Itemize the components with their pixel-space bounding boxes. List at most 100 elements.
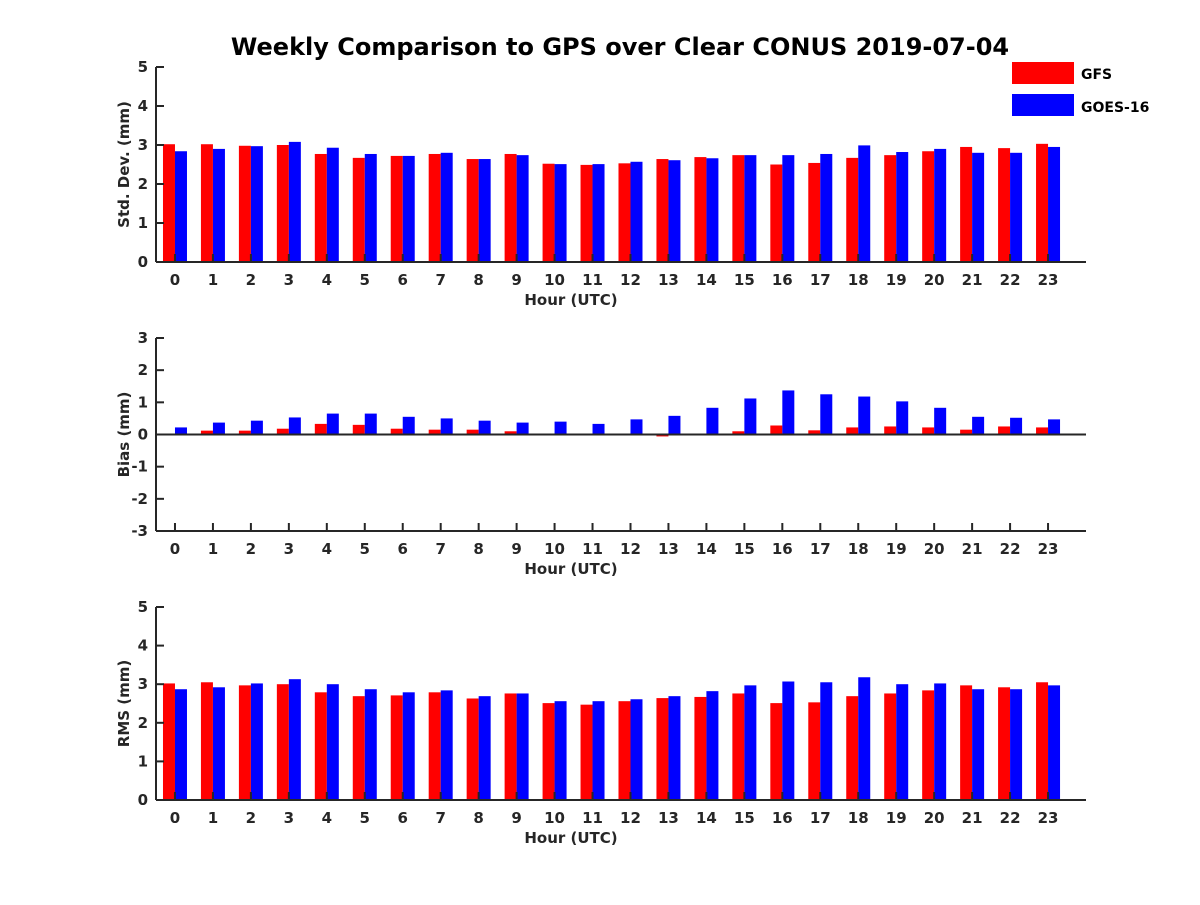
bar-goes-16-hour-20: [934, 407, 947, 435]
bar-goes-16-hour-21: [972, 152, 985, 262]
x-tick-label: 18: [848, 271, 869, 289]
x-tick-label: 20: [924, 540, 945, 558]
bar-goes-16-hour-11: [592, 164, 605, 262]
bar-gfs-hour-7: [428, 153, 441, 262]
y-tick-label: 2: [138, 714, 148, 732]
bar-goes-16-hour-11: [592, 423, 605, 435]
bar-goes-16-hour-1: [212, 148, 225, 262]
y-tick-label: 0: [138, 253, 148, 271]
x-axis-label: Hour (UTC): [524, 291, 617, 309]
bar-gfs-hour-3: [276, 428, 289, 435]
bar-goes-16-hour-5: [364, 153, 377, 262]
bar-goes-16-hour-13: [668, 160, 681, 262]
x-tick-label: 6: [398, 809, 408, 827]
bar-goes-16-hour-17: [820, 153, 833, 262]
bar-gfs-hour-8: [466, 698, 479, 800]
bar-goes-16-hour-2: [250, 146, 263, 262]
bar-gfs-hour-18: [846, 427, 859, 435]
y-tick-label: 2: [138, 175, 148, 193]
bar-gfs-hour-0: [162, 683, 175, 800]
bar-gfs-hour-1: [200, 144, 213, 262]
bar-gfs-hour-13: [656, 698, 669, 800]
bar-goes-16-hour-20: [934, 148, 947, 262]
x-tick-label: 10: [544, 271, 565, 289]
bar-goes-16-hour-1: [212, 687, 225, 800]
bar-goes-16-hour-18: [858, 145, 871, 262]
bar-gfs-hour-15: [732, 431, 745, 435]
x-tick-label: 9: [511, 271, 521, 289]
x-tick-label: 4: [322, 540, 332, 558]
bar-gfs-hour-4: [314, 423, 327, 435]
x-tick-label: 9: [511, 540, 521, 558]
bar-goes-16-hour-5: [364, 689, 377, 800]
bar-goes-16-hour-18: [858, 396, 871, 435]
bar-goes-16-hour-5: [364, 413, 377, 435]
x-tick-label: 3: [284, 271, 294, 289]
y-tick-label: 1: [138, 214, 148, 232]
x-tick-label: 5: [360, 540, 370, 558]
bar-goes-16-hour-4: [326, 147, 339, 262]
bar-gfs-hour-23: [1036, 682, 1049, 800]
bar-goes-16-hour-10: [554, 701, 567, 800]
bar-goes-16-hour-9: [516, 693, 529, 800]
x-tick-label: 9: [511, 809, 521, 827]
x-tick-label: 3: [284, 809, 294, 827]
x-tick-label: 17: [810, 809, 831, 827]
x-tick-label: 16: [772, 809, 793, 827]
x-tick-label: 15: [734, 271, 755, 289]
x-tick-label: 4: [322, 271, 332, 289]
x-tick-label: 11: [582, 809, 603, 827]
bar-gfs-hour-22: [998, 426, 1011, 435]
x-tick-label: 20: [924, 809, 945, 827]
x-tick-label: 14: [696, 809, 717, 827]
x-axis-label: Hour (UTC): [524, 560, 617, 578]
y-tick-label: 4: [138, 637, 148, 655]
bar-goes-16-hour-0: [174, 151, 187, 262]
x-tick-label: 6: [398, 540, 408, 558]
bar-gfs-hour-18: [846, 157, 859, 262]
x-tick-label: 23: [1038, 809, 1059, 827]
bar-gfs-hour-19: [884, 426, 897, 435]
bar-goes-16-hour-6: [402, 692, 415, 800]
x-tick-label: 13: [658, 540, 679, 558]
x-tick-label: 13: [658, 271, 679, 289]
bar-gfs-hour-12: [618, 163, 631, 262]
bar-gfs-hour-18: [846, 696, 859, 800]
bar-goes-16-hour-21: [972, 689, 985, 800]
bar-gfs-hour-8: [466, 159, 479, 262]
bar-goes-16-hour-3: [288, 141, 301, 262]
bar-goes-16-hour-7: [440, 418, 453, 435]
bar-gfs-hour-5: [352, 424, 365, 435]
x-tick-label: 8: [473, 809, 483, 827]
bar-goes-16-hour-22: [1010, 152, 1023, 262]
legend-swatch-goes-16: [1012, 94, 1074, 116]
bar-gfs-hour-7: [428, 429, 441, 435]
bar-gfs-hour-13: [656, 159, 669, 262]
bar-gfs-hour-17: [808, 430, 821, 435]
bar-goes-16-hour-8: [478, 696, 491, 800]
bar-gfs-hour-6: [390, 428, 403, 435]
bar-gfs-hour-14: [694, 157, 707, 262]
bar-goes-16-hour-3: [288, 417, 301, 435]
y-tick-label: -1: [131, 458, 148, 476]
bar-goes-16-hour-18: [858, 677, 871, 800]
y-tick-label: 5: [138, 58, 148, 76]
x-tick-label: 13: [658, 809, 679, 827]
bar-gfs-hour-5: [352, 157, 365, 262]
bar-gfs-hour-21: [960, 146, 973, 262]
x-tick-label: 0: [170, 271, 180, 289]
x-tick-label: 2: [246, 540, 256, 558]
bar-goes-16-hour-2: [250, 683, 263, 800]
bar-goes-16-hour-13: [668, 415, 681, 435]
x-tick-label: 7: [435, 809, 445, 827]
legend: GFS GOES-16: [1012, 62, 1149, 116]
bar-gfs-hour-20: [922, 690, 935, 800]
x-tick-label: 2: [246, 809, 256, 827]
bar-goes-16-hour-4: [326, 413, 339, 435]
x-tick-label: 5: [360, 809, 370, 827]
bar-gfs-hour-9: [504, 431, 517, 435]
x-tick-label: 23: [1038, 540, 1059, 558]
bar-goes-16-hour-7: [440, 152, 453, 262]
